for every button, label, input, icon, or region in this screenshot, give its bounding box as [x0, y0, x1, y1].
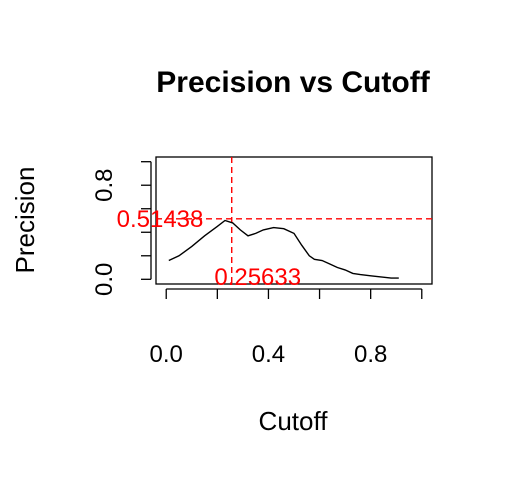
x-tick-label: 0.0 — [150, 341, 183, 368]
y-axis: 0.0 0.8 — [91, 161, 152, 296]
x-tick-label: 0.4 — [252, 341, 285, 368]
x-axis-label: Cutoff — [259, 406, 329, 436]
y-axis-label: Precision — [10, 167, 40, 274]
y-tick-label: 0.0 — [91, 263, 118, 296]
precision-value-annotation: 0.51438 — [117, 206, 204, 233]
chart-title: Precision vs Cutoff — [156, 66, 430, 99]
y-tick-label: 0.8 — [91, 169, 118, 202]
cutoff-value-annotation: 0.25633 — [214, 264, 301, 291]
x-tick-label: 0.8 — [354, 341, 387, 368]
reference-lines — [156, 157, 432, 284]
x-axis: 0.0 0.4 0.8 — [150, 288, 423, 368]
plot-frame — [155, 156, 433, 285]
series-line-precision — [168, 219, 399, 279]
